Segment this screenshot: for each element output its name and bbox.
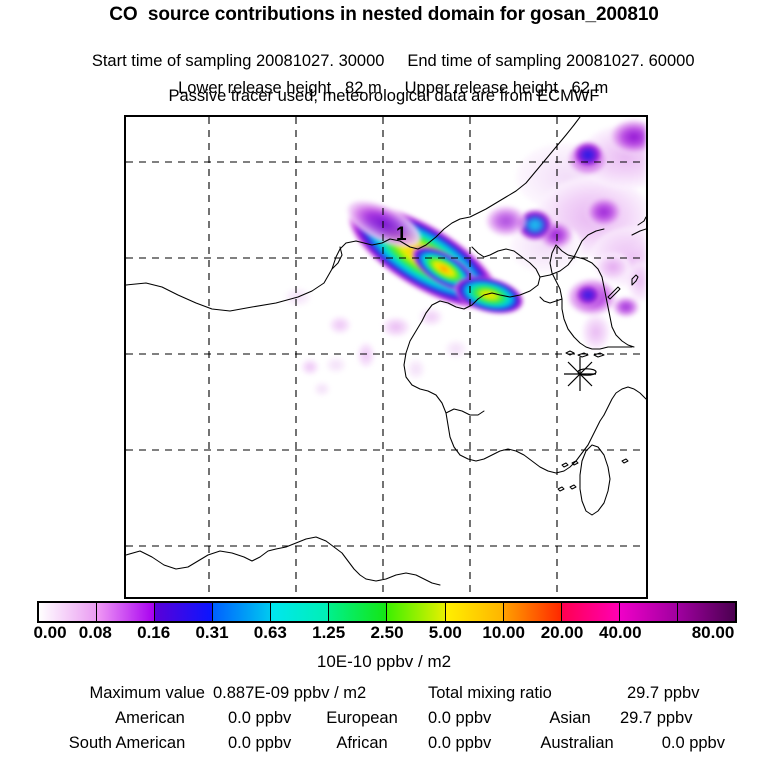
maximum-value-label: Maximum value: [89, 684, 205, 702]
colorbar-tick-3: 0.31: [195, 623, 229, 642]
release-height-line: Lower release height 82 m Upper release …: [0, 60, 768, 117]
colorbar-segment-5: [329, 603, 388, 621]
colorbar-units-label: 10E-10 ppbv / m2: [316, 652, 452, 671]
lower-release-height-label: Lower release height 82 m: [178, 79, 382, 97]
receptor-marker-layer: [564, 357, 597, 391]
stats-row-regions-1: American 0.0 ppbv European 0.0 ppbv Asia…: [0, 709, 768, 733]
colorbar-segment-3: [213, 603, 272, 621]
colorbar-segment-6: [387, 603, 446, 621]
colorbar-tick-6: 2.50: [370, 623, 404, 642]
colorbar-segment-7: [445, 603, 504, 621]
colorbar-tick-4: 0.63: [253, 623, 287, 642]
maximum-value: 0.887E-09 ppbv / m2: [213, 684, 367, 702]
colorbar-segment-9: [561, 603, 620, 621]
region-value-asian: 29.7 ppbv: [620, 709, 693, 727]
region-label-african: African: [336, 734, 388, 752]
colorbar-tick-8: 10.00: [482, 623, 525, 642]
region-label-european: European: [326, 709, 398, 727]
colorbar-tick-10: 40.00: [599, 623, 642, 642]
start-time-label: Start time of sampling 20081027. 30000: [91, 52, 385, 70]
region-label-asian: Asian: [549, 709, 591, 727]
colorbar-tick-2: 0.16: [137, 623, 171, 642]
concentration-field: [285, 120, 646, 396]
total-mixing-ratio-value: 29.7 ppbv: [627, 684, 700, 702]
stats-row-regions-2: South American 0.0 ppbv African 0.0 ppbv…: [0, 734, 768, 758]
colorbar-tick-9: 20.00: [540, 623, 584, 642]
region-value-african: 0.0 ppbv: [428, 734, 492, 752]
region-value-european: 0.0 ppbv: [428, 709, 492, 727]
region-value-south-american: 0.0 ppbv: [228, 734, 292, 752]
map-canvas: 1: [126, 117, 646, 597]
map-gridlines: [126, 117, 646, 597]
end-time-label: End time of sampling 20081027. 60000: [407, 52, 695, 70]
region-label-australian: Australian: [540, 734, 614, 752]
region-value-american: 0.0 ppbv: [228, 709, 292, 727]
receptor-site-asterisk-icon: [564, 357, 597, 391]
region-value-australian: 0.0 ppbv: [661, 734, 725, 752]
total-mixing-ratio-label: Total mixing ratio: [428, 684, 552, 702]
map-plot-area: 1: [124, 115, 648, 599]
colorbar-tick-7: 5.00: [428, 623, 462, 642]
colorbar-segment-0: [39, 603, 98, 621]
colorbar-segment-2: [155, 603, 214, 621]
page-title: CO source contributions in nested domain…: [109, 4, 659, 25]
tracer-note: Passive tracer used, meteorological data…: [168, 87, 600, 105]
colorbar-tick-5: 1.25: [312, 623, 346, 642]
contour-level-label: 1: [396, 224, 407, 245]
colorbar-tick-0: 0.00: [33, 623, 67, 642]
colorbar-segment-11: [677, 603, 735, 621]
colorbar-segment-1: [97, 603, 156, 621]
colorbar-segment-4: [271, 603, 330, 621]
region-label-american: American: [115, 709, 185, 727]
upper-release-height-label: Upper release height 62 m: [404, 79, 609, 97]
region-label-south-american: South American: [68, 734, 186, 752]
coastline-overlay: [126, 117, 646, 586]
sampling-time-line: Start time of sampling 20081027. 30000 E…: [0, 33, 768, 90]
colorbar-segment-8: [503, 603, 562, 621]
colorbar-tick-11: 80.00: [691, 623, 735, 642]
colorbar: [37, 601, 737, 623]
colorbar-segment-10: [619, 603, 678, 621]
colorbar-tick-labels: 0.00 0.08 0.16 0.31 0.63 1.25 2.50 5.00 10.00 20.…: [0, 623, 768, 645]
stats-row-summary: Maximum value 0.887E-09 ppbv / m2 Total …: [0, 684, 768, 708]
colorbar-tick-1: 0.08: [78, 623, 112, 642]
